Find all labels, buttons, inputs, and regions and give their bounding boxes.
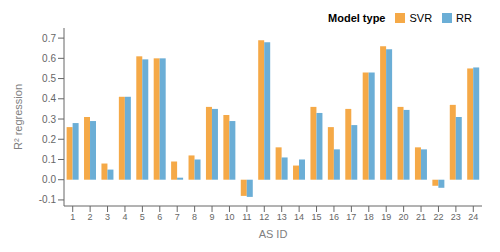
svg-text:-0.1: -0.1	[39, 194, 57, 205]
svg-text:12: 12	[259, 212, 269, 222]
svg-text:13: 13	[277, 212, 287, 222]
svg-text:0.2: 0.2	[42, 134, 56, 145]
svg-text:6: 6	[157, 212, 162, 222]
svg-text:3: 3	[105, 212, 110, 222]
svg-text:15: 15	[312, 212, 322, 222]
svg-text:0.5: 0.5	[42, 73, 56, 84]
svg-text:8: 8	[192, 212, 197, 222]
svg-text:0.4: 0.4	[42, 93, 56, 104]
svg-text:1: 1	[70, 212, 75, 222]
svg-text:11: 11	[242, 212, 251, 222]
svg-text:4: 4	[122, 212, 127, 222]
svg-text:16: 16	[329, 212, 339, 222]
svg-text:0.6: 0.6	[42, 53, 56, 64]
svg-text:19: 19	[381, 212, 391, 222]
svg-text:5: 5	[140, 212, 145, 222]
svg-text:10: 10	[224, 212, 234, 222]
svg-text:24: 24	[468, 212, 478, 222]
svg-text:9: 9	[210, 212, 215, 222]
svg-text:R² regression: R² regression	[12, 84, 24, 150]
svg-text:0.7: 0.7	[42, 33, 56, 44]
svg-text:0.1: 0.1	[42, 154, 56, 165]
html-text:Model type: Model type	[328, 12, 386, 24]
svg-text:22: 22	[433, 212, 443, 222]
svg-text:14: 14	[294, 212, 304, 222]
svg-text:21: 21	[416, 212, 426, 222]
svg-text:7: 7	[175, 212, 180, 222]
svg-text:23: 23	[451, 212, 461, 222]
svg-text:0.0: 0.0	[42, 174, 56, 185]
html-text:SVR: SVR	[409, 12, 433, 24]
svg-text:20: 20	[399, 212, 409, 222]
svg-text:AS ID: AS ID	[259, 228, 288, 240]
svg-text:0.3: 0.3	[42, 114, 56, 125]
svg-text:18: 18	[364, 212, 374, 222]
svg-text:17: 17	[346, 212, 356, 222]
svg-text:2: 2	[88, 212, 93, 222]
html-text:RR: RR	[456, 12, 472, 24]
